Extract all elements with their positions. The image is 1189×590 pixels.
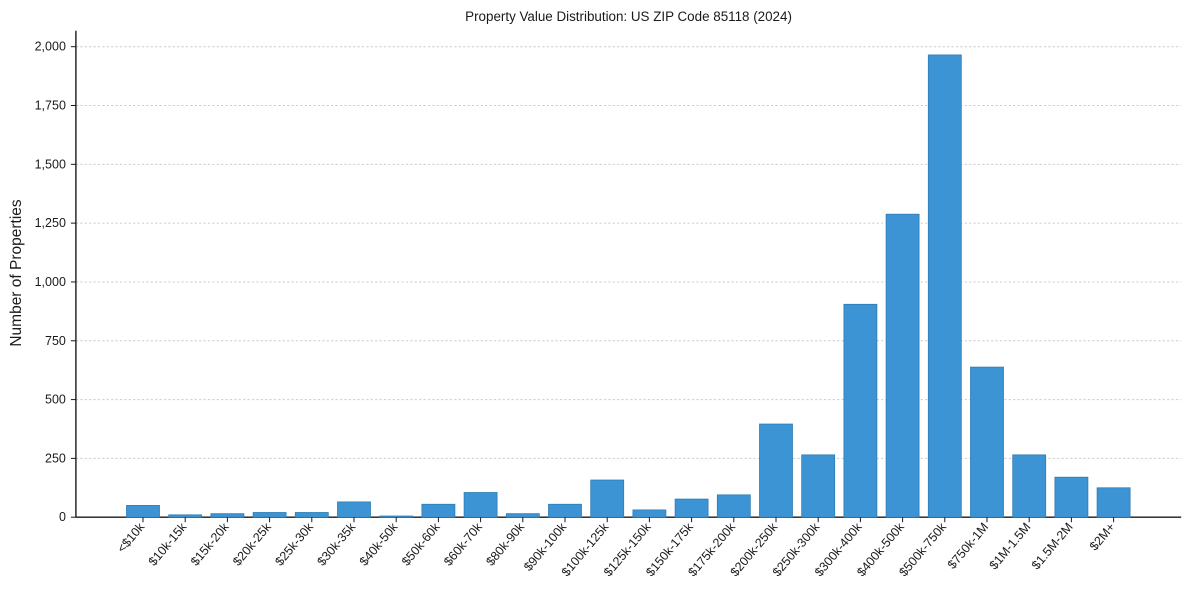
svg-text:$750k-1M: $750k-1M (945, 520, 991, 572)
svg-text:1,500: 1,500 (35, 157, 66, 171)
svg-text:2,000: 2,000 (35, 40, 66, 54)
svg-text:$20k-25k: $20k-25k (230, 520, 274, 569)
svg-text:500: 500 (45, 393, 66, 407)
svg-text:1,250: 1,250 (35, 216, 66, 230)
svg-text:$30k-35k: $30k-35k (315, 520, 359, 569)
svg-text:$40k-50k: $40k-50k (357, 520, 401, 569)
svg-text:$10k-15k: $10k-15k (146, 520, 190, 569)
svg-text:$15k-20k: $15k-20k (188, 520, 232, 569)
svg-text:1,000: 1,000 (35, 275, 66, 289)
svg-text:$1M-1.5M: $1M-1.5M (987, 520, 1034, 572)
svg-text:$1.5M-2M: $1.5M-2M (1029, 520, 1076, 572)
svg-text:$50k-60k: $50k-60k (399, 520, 443, 569)
svg-text:$25k-30k: $25k-30k (272, 520, 316, 569)
svg-text:0: 0 (59, 510, 66, 524)
svg-text:$60k-70k: $60k-70k (441, 520, 485, 569)
svg-text:250: 250 (45, 451, 66, 465)
svg-text:<$10k: <$10k (114, 520, 147, 556)
svg-text:750: 750 (45, 334, 66, 348)
svg-text:1,750: 1,750 (35, 99, 66, 113)
svg-text:$80k-90k: $80k-90k (483, 520, 527, 569)
svg-text:$2M+: $2M+ (1087, 520, 1118, 553)
